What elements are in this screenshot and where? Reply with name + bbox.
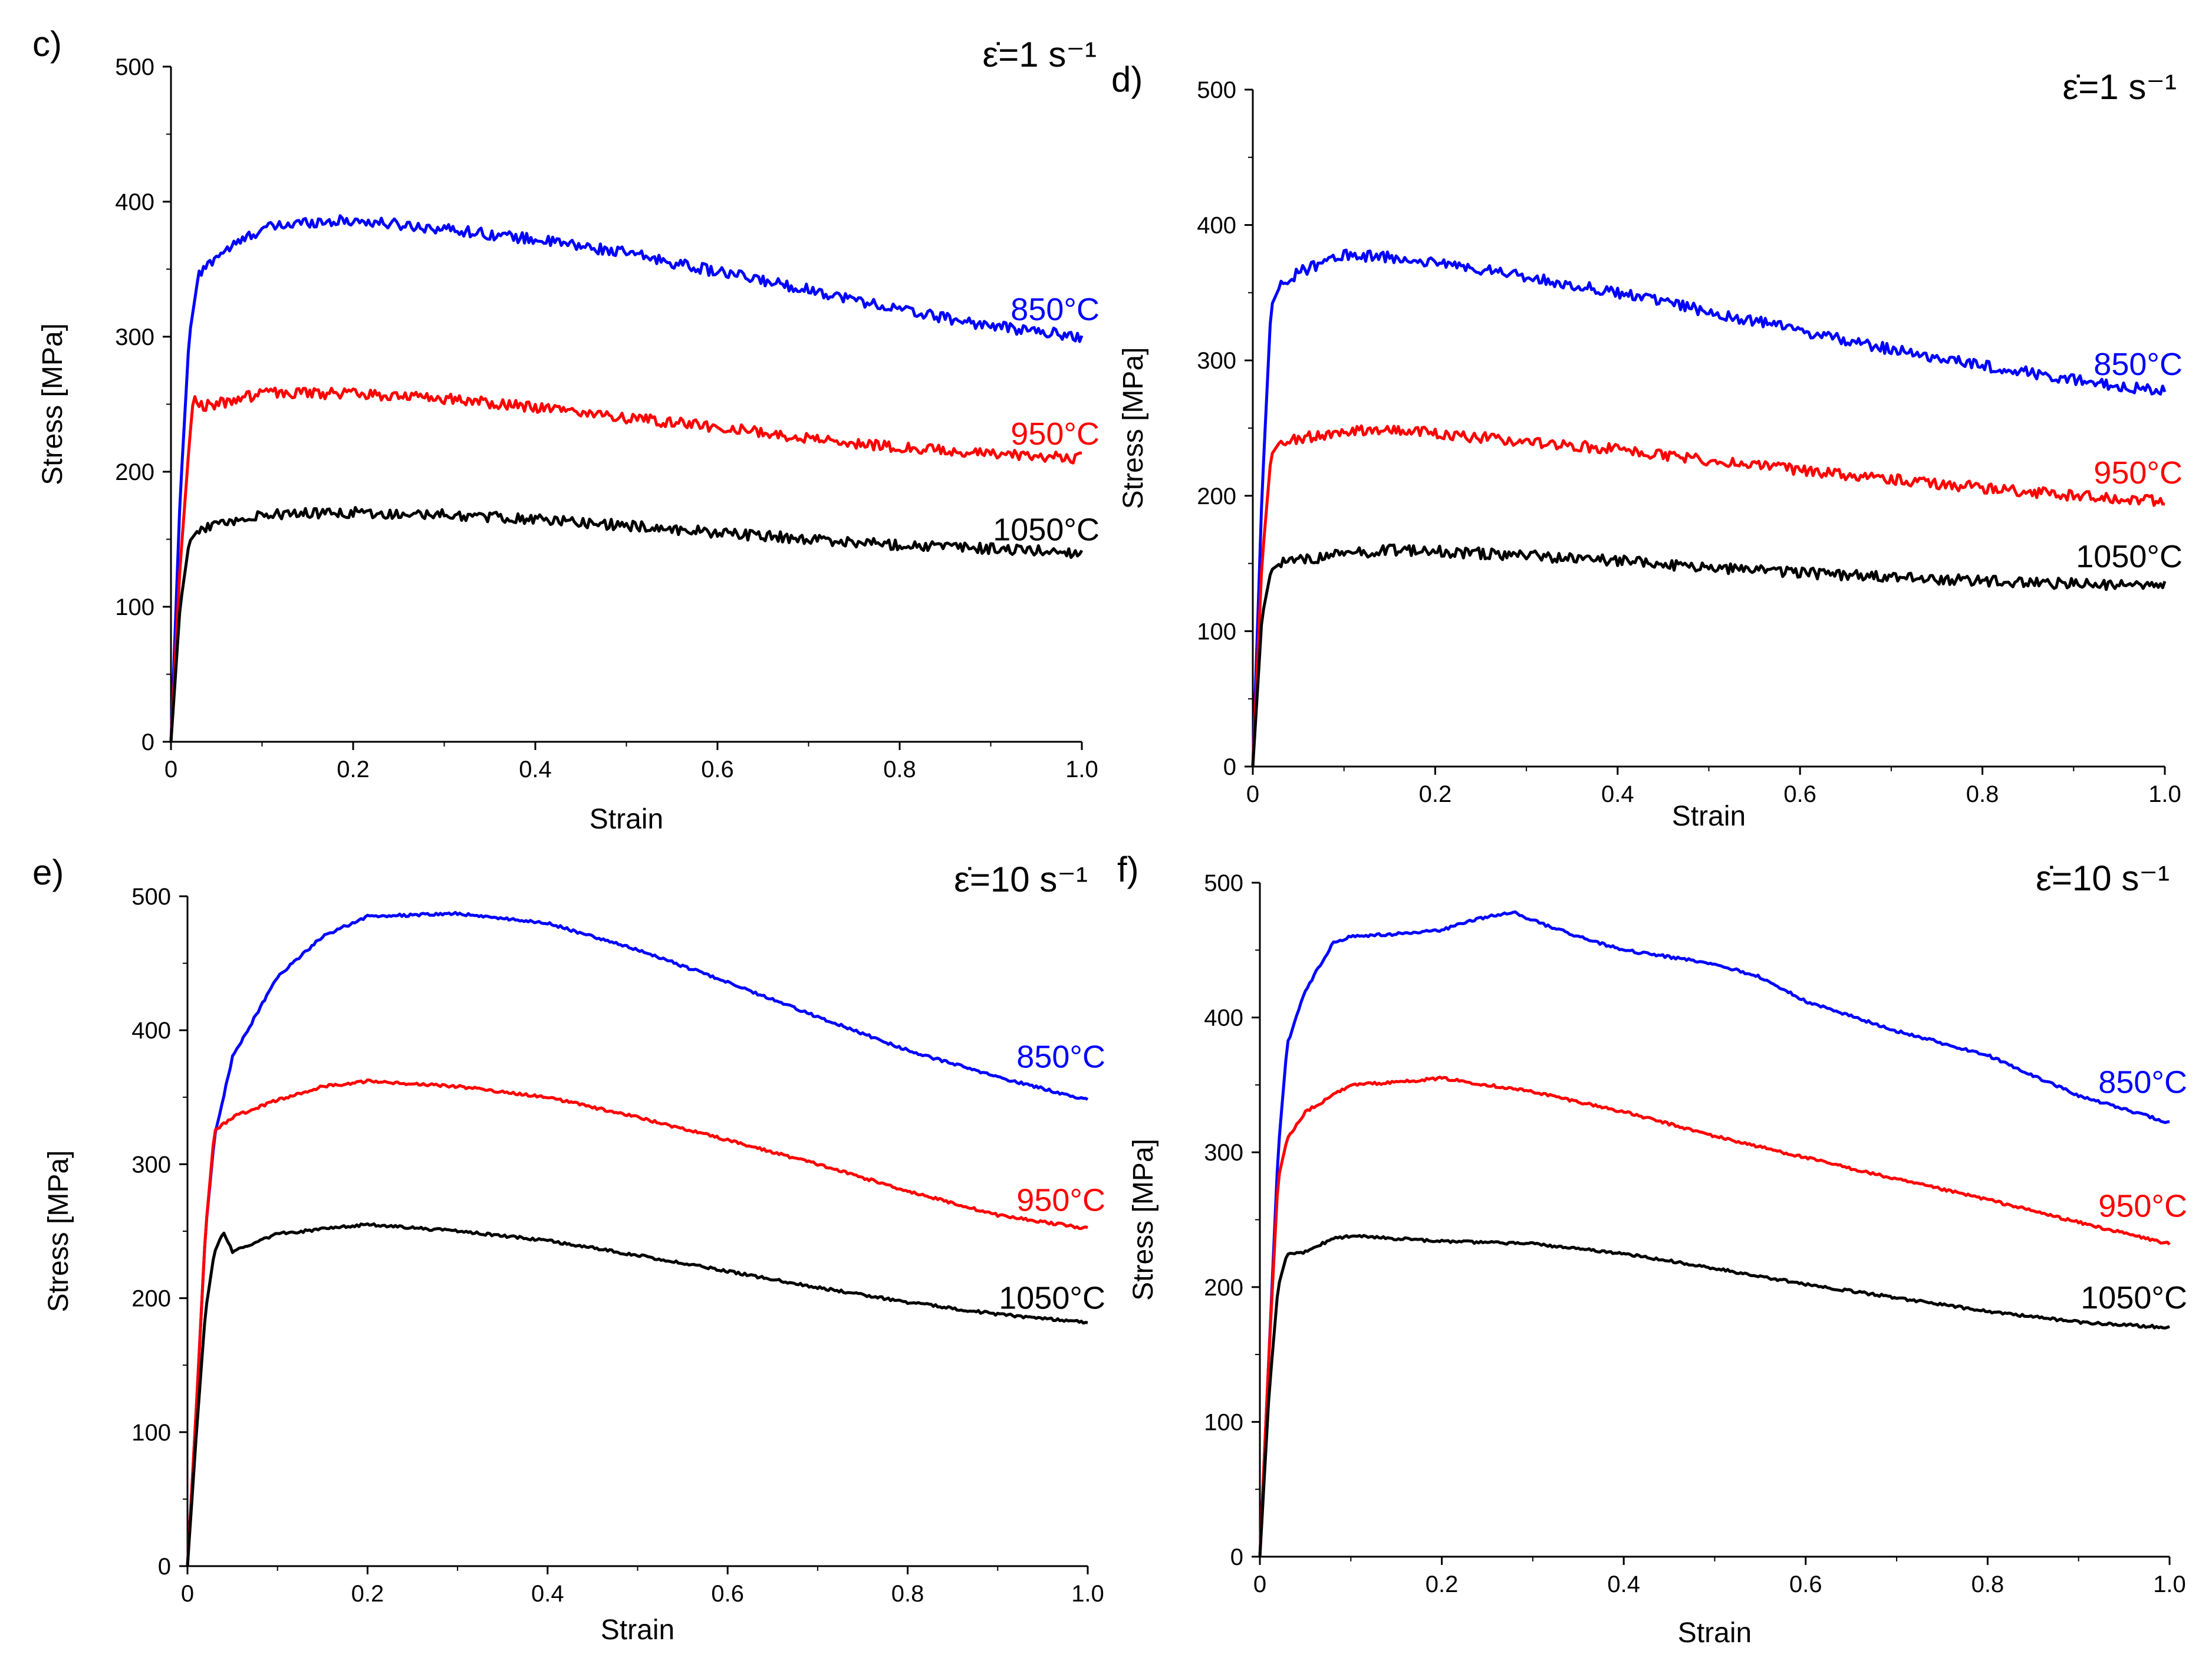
panel-label: c) [32, 24, 62, 64]
x-tick-label: 0 [181, 1581, 194, 1607]
series-line-1 [169, 386, 1082, 742]
y-tick-label: 100 [131, 1420, 171, 1446]
strain-rate-label: ε̇=1 s⁻¹ [2063, 67, 2177, 107]
y-axis-title: Stress [MPa] [37, 323, 68, 485]
series-line-1 [186, 1078, 1088, 1567]
x-tick-label: 0.6 [711, 1581, 744, 1607]
series-line-1 [1251, 424, 2165, 767]
y-tick-label: 100 [1197, 619, 1236, 644]
x-tick-label: 1.0 [1065, 757, 1098, 782]
series-label-0: 850°C [2098, 1064, 2187, 1100]
x-tick-label: 0.8 [891, 1581, 924, 1607]
panel-label: d) [1111, 60, 1143, 99]
x-tick-label: 0 [1253, 1571, 1266, 1597]
strain-rate-label: ε̇=10 s⁻¹ [954, 860, 1088, 899]
y-tick-label: 300 [115, 324, 154, 350]
y-tick-label: 300 [1197, 348, 1236, 374]
x-tick-label: 0.4 [519, 757, 552, 782]
x-tick-label: 0.8 [1971, 1571, 2004, 1597]
x-tick-label: 1.0 [2153, 1571, 2186, 1597]
y-tick-label: 500 [1204, 870, 1243, 896]
y-tick-label: 300 [131, 1152, 171, 1178]
x-tick-label: 0.4 [1607, 1571, 1640, 1597]
series-label-1: 950°C [2098, 1189, 2187, 1224]
y-tick-label: 200 [115, 459, 154, 485]
series-label-2: 1050°C [993, 512, 1100, 547]
strain-rate-label: ε̇=10 s⁻¹ [2036, 859, 2170, 898]
series-label-1: 950°C [2094, 455, 2183, 491]
x-tick-label: 0 [1246, 781, 1259, 807]
y-tick-label: 0 [158, 1554, 171, 1580]
x-axis-title: Strain [1678, 1617, 1752, 1649]
x-tick-label: 0.8 [1966, 781, 1999, 807]
x-axis-title: Strain [601, 1614, 674, 1646]
x-tick-label: 0 [164, 757, 177, 782]
x-tick-label: 0.2 [1426, 1571, 1459, 1597]
x-tick-label: 0.4 [531, 1581, 564, 1607]
series-label-0: 850°C [1010, 292, 1100, 327]
y-tick-label: 0 [1223, 754, 1236, 780]
series-line-2 [186, 1222, 1088, 1567]
series-line-2 [1251, 543, 2167, 767]
y-tick-label: 100 [1204, 1409, 1243, 1435]
y-tick-label: 400 [1197, 213, 1236, 239]
chart-panel-2: 0 100 200 300 400 500 0 0.2 0.4 0.6 0.8 1.0 Strain St… [32, 853, 1105, 1646]
series-label-2: 1050°C [2081, 1280, 2187, 1316]
y-tick-label: 200 [131, 1286, 171, 1312]
strain-rate-label: ε̇=1 s⁻¹ [983, 35, 1097, 74]
series-label-0: 850°C [2094, 347, 2183, 382]
y-axis-title: Stress [MPa] [1118, 347, 1149, 509]
x-tick-label: 1.0 [1071, 1581, 1104, 1607]
y-tick-label: 400 [115, 189, 154, 215]
series-line-2 [169, 506, 1084, 742]
y-tick-label: 300 [1204, 1140, 1243, 1166]
chart-panel-3: 0 100 200 300 400 500 0 0.2 0.4 0.6 0.8 1.0 Strain St… [1117, 850, 2187, 1649]
x-tick-label: 0.2 [351, 1581, 384, 1607]
x-tick-label: 0.8 [883, 757, 916, 782]
y-tick-label: 500 [131, 884, 171, 910]
series-label-2: 1050°C [2076, 539, 2183, 574]
x-tick-label: 0.6 [701, 757, 734, 782]
y-tick-label: 500 [115, 54, 154, 80]
y-tick-label: 200 [1197, 484, 1236, 509]
y-tick-label: 400 [1204, 1005, 1243, 1031]
series-line-0 [169, 214, 1084, 742]
x-tick-label: 0.6 [1789, 1571, 1822, 1597]
x-axis-title: Strain [1672, 801, 1746, 832]
series-line-1 [1258, 1076, 2171, 1557]
series-label-2: 1050°C [999, 1281, 1105, 1316]
x-tick-label: 0.4 [1601, 781, 1634, 807]
y-tick-label: 100 [115, 594, 154, 620]
series-line-0 [1251, 248, 2167, 767]
y-tick-label: 200 [1204, 1275, 1243, 1301]
series-line-0 [1258, 910, 2170, 1557]
panel-label: f) [1117, 850, 1139, 889]
series-label-0: 850°C [1016, 1040, 1105, 1075]
y-tick-label: 500 [1197, 77, 1236, 103]
x-tick-label: 0.2 [1419, 781, 1452, 807]
x-axis-title: Strain [590, 804, 663, 835]
x-tick-label: 0.2 [337, 757, 370, 782]
panel-label: e) [32, 853, 64, 892]
y-tick-label: 0 [1230, 1544, 1243, 1570]
y-axis-title: Stress [MPa] [1128, 1139, 1159, 1301]
series-line-0 [186, 910, 1089, 1567]
series-label-1: 950°C [1016, 1183, 1105, 1218]
chart-panel-1: 0 100 200 300 400 500 0 0.2 0.4 0.6 0.8 1.0 Strain St… [1111, 60, 2183, 832]
y-axis-title: Stress [MPa] [43, 1150, 74, 1313]
y-tick-label: 0 [141, 729, 154, 755]
chart-panel-0: 0 100 200 300 400 500 0 0.2 0.4 0.6 0.8 1.0 Strain St… [32, 24, 1100, 835]
y-tick-label: 400 [131, 1018, 171, 1044]
series-line-2 [1258, 1234, 2170, 1557]
x-tick-label: 1.0 [2148, 781, 2181, 807]
x-tick-label: 0.6 [1783, 781, 1816, 807]
series-label-1: 950°C [1010, 416, 1100, 452]
